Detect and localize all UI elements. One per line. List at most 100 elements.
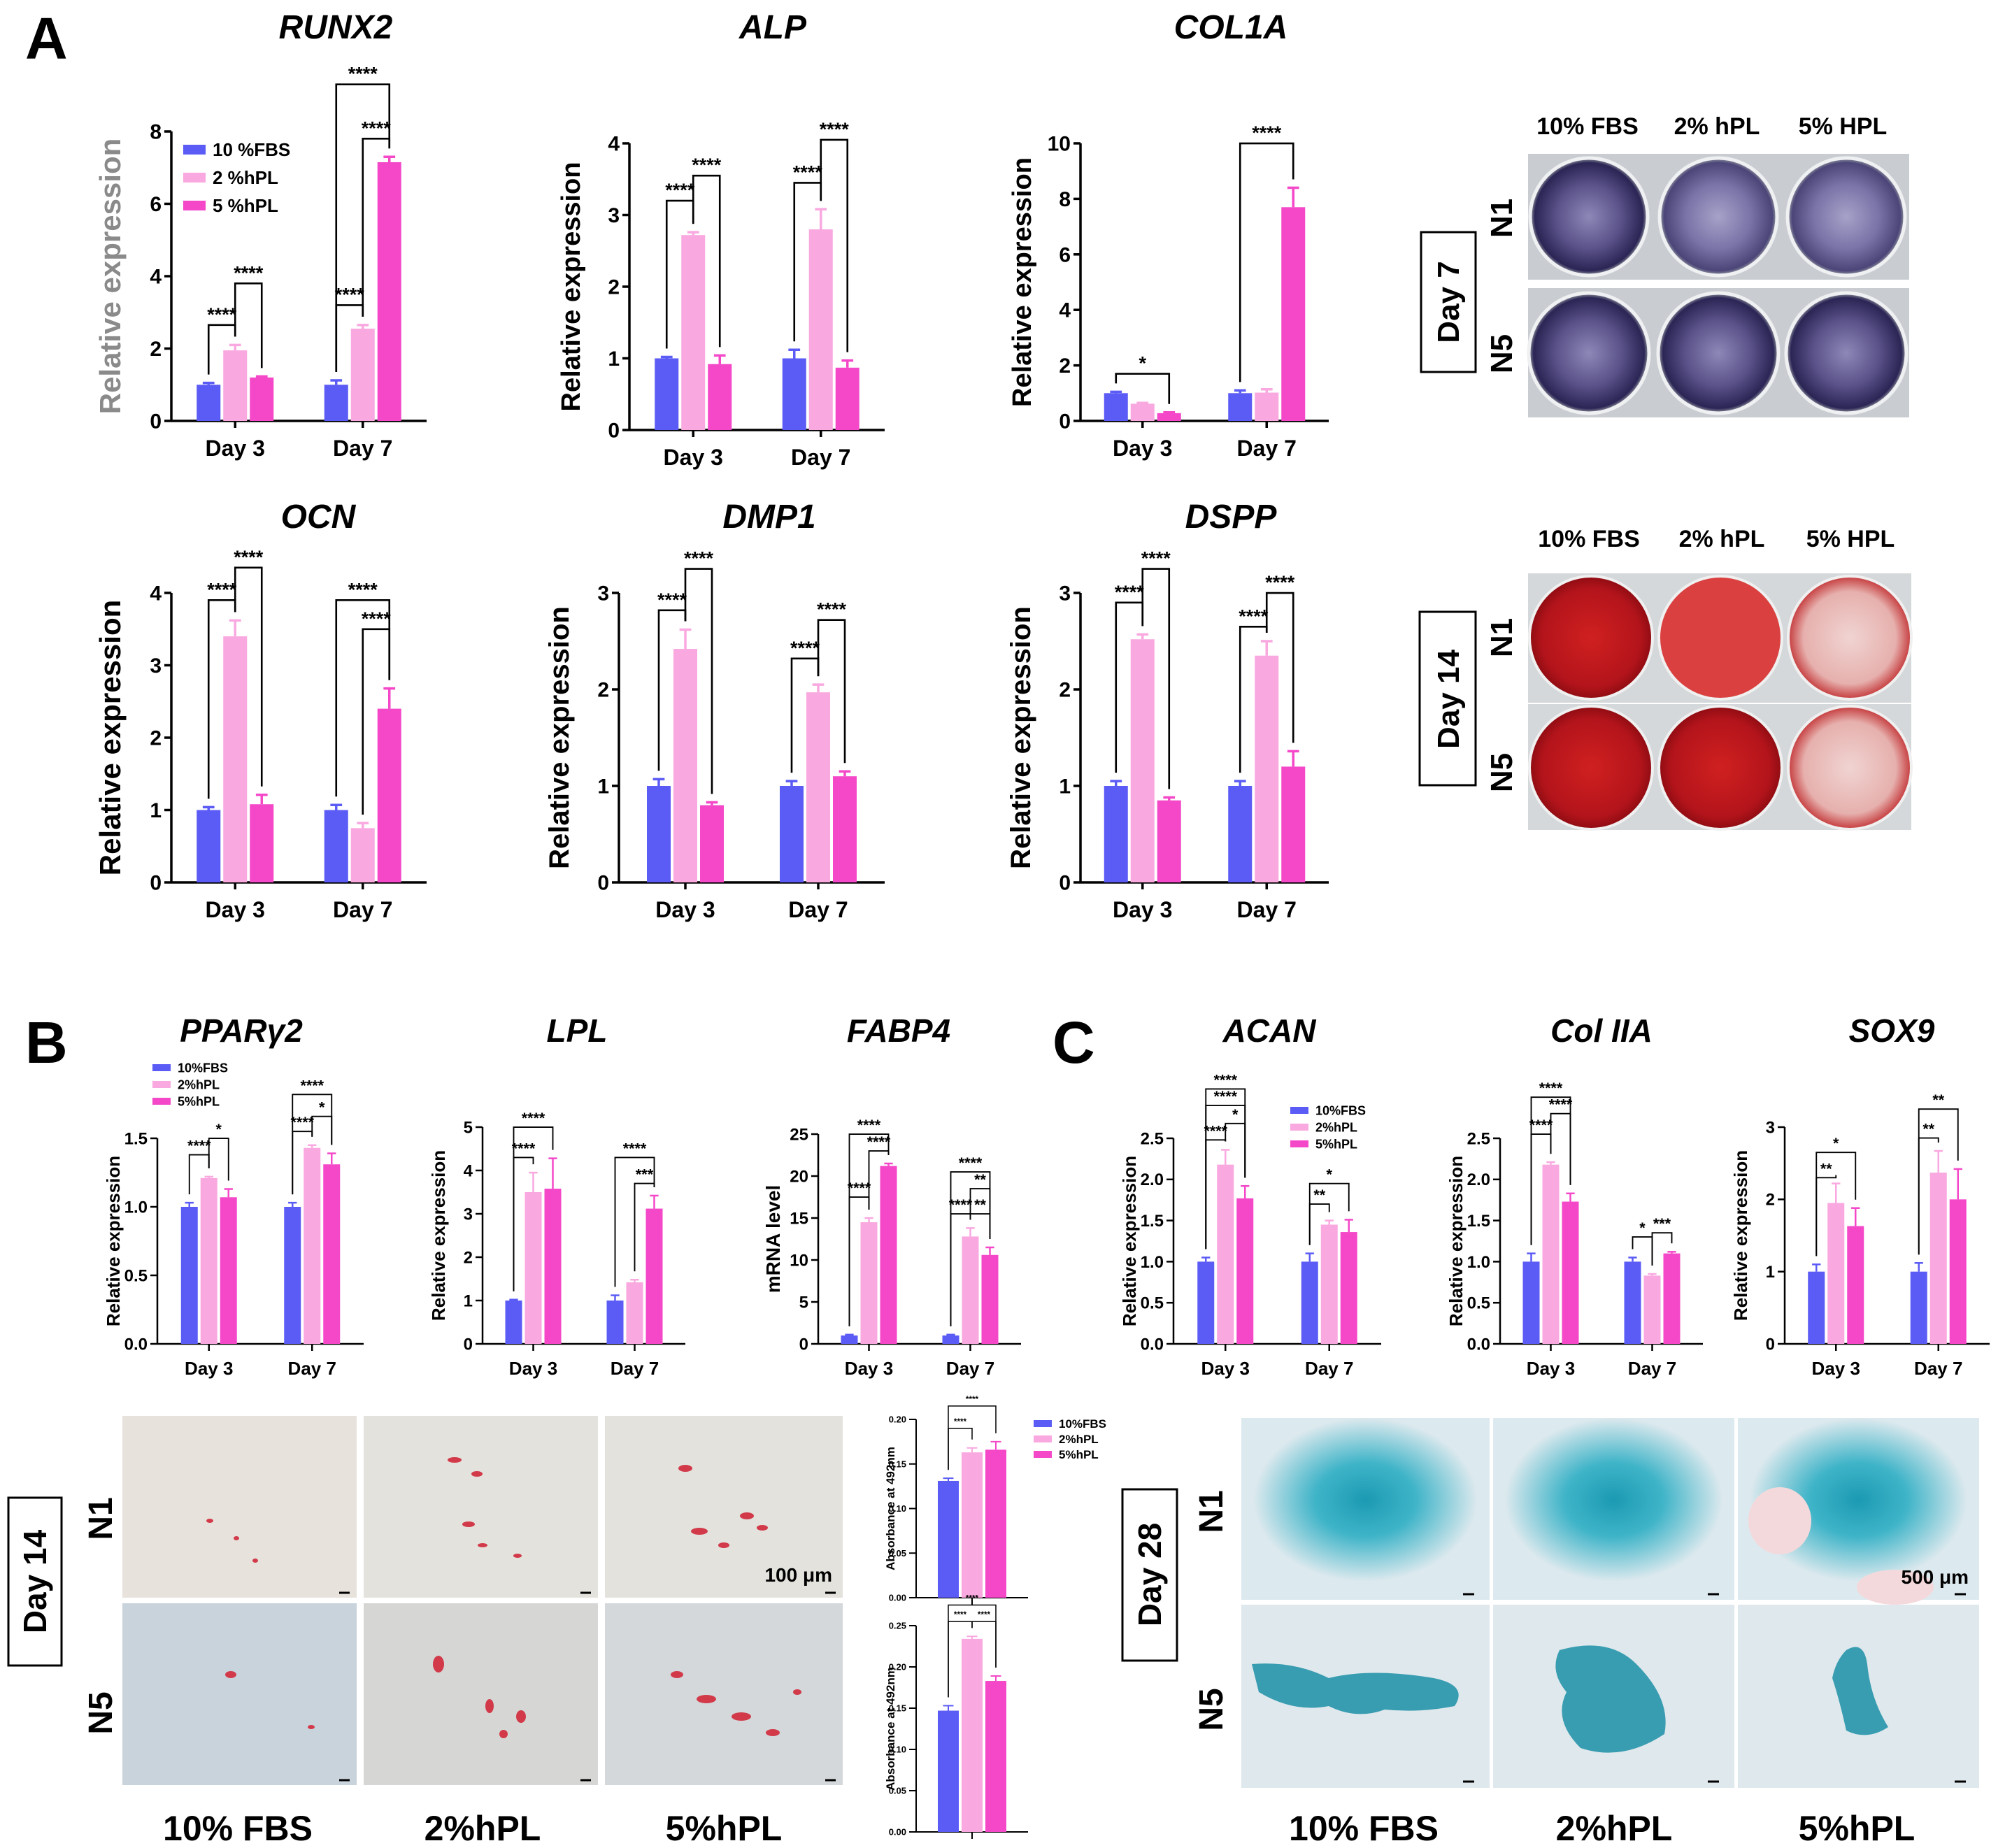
bar: [880, 1166, 897, 1344]
bar: [1104, 786, 1128, 882]
bar: [1522, 1261, 1540, 1344]
y-tick-label: 0.15: [889, 1703, 906, 1714]
y-tick-label: 0.0: [1141, 1335, 1164, 1354]
significance-label: ****: [684, 548, 714, 569]
row-label-n5: N5: [1485, 334, 1519, 373]
cartilage-stain: [1252, 1645, 1888, 1753]
row-label-n5: N5: [83, 1691, 120, 1734]
significance-bracket: [1632, 1236, 1653, 1266]
significance-label: ****: [207, 304, 237, 325]
day-label: Day 14: [17, 1529, 53, 1633]
x-tick-label: Day 3: [206, 897, 265, 922]
y-tick-label: 0.5: [1467, 1294, 1490, 1313]
significance-label: ****: [362, 117, 392, 138]
y-axis-label: Relative expression: [1008, 157, 1037, 407]
x-tick-label: Day 3: [664, 445, 723, 470]
chart-title: OCN: [281, 499, 357, 536]
oil-red-panel: Day 14 N1 N5 100 μm 10% FBS 2%hPL 5%hPL: [7, 1416, 843, 1848]
y-tick-label: 4: [608, 133, 620, 156]
y-axis-label: Relative expression: [94, 600, 127, 876]
bar: [1157, 800, 1181, 882]
legend-swatch: [1290, 1107, 1308, 1114]
bar: [606, 1301, 624, 1344]
alcian-col-label: 2%hPL: [1556, 1809, 1673, 1848]
legend-swatch: [183, 173, 206, 182]
micrograph: [605, 1416, 843, 1598]
significance-bracket: [817, 619, 846, 764]
bar: [962, 1638, 983, 1832]
significance-bracket: [1205, 1088, 1246, 1249]
y-tick-label: 0.5: [124, 1266, 148, 1285]
stained-well: [1785, 156, 1907, 278]
chart-abs-n1: 0.00 0.05 0.10 0.15 0.20 Absorbance at 492nm *…: [884, 1395, 1106, 1605]
bar: [1624, 1261, 1641, 1344]
x-tick-label: Day 3: [1201, 1358, 1250, 1379]
significance-bracket: [820, 138, 849, 352]
significance-label: ****: [1239, 606, 1269, 626]
bar: [1255, 655, 1279, 882]
y-tick-label: 0.20: [889, 1414, 906, 1425]
y-tick-label: 3: [597, 582, 609, 606]
x-tick-label: Day 7: [288, 1358, 336, 1379]
bar: [250, 377, 274, 421]
bar: [1228, 393, 1253, 421]
significance-label: ****: [665, 180, 695, 201]
significance-label: ****: [949, 1196, 973, 1213]
legend-label: 5%hPL: [1315, 1137, 1357, 1151]
significance-bracket: [234, 566, 263, 787]
significance-label: **: [974, 1196, 986, 1213]
y-tick-label: 2: [1059, 354, 1071, 378]
y-tick-label: 1.5: [1141, 1212, 1164, 1231]
significance-label: ****: [522, 1109, 545, 1126]
legend-label: 10%FBS: [178, 1061, 228, 1075]
y-tick-label: 4: [1059, 299, 1071, 322]
y-axis-label: mRNA level: [762, 1185, 784, 1294]
bar: [223, 636, 248, 882]
x-tick-label: Day 7: [946, 1358, 994, 1379]
bar: [655, 358, 679, 430]
bar: [1217, 1164, 1234, 1344]
x-tick-label: Day 3: [1113, 436, 1172, 461]
significance-label: ****: [959, 1154, 983, 1171]
blank-area: [1857, 1570, 1934, 1605]
day-label: Day 7: [1432, 261, 1466, 343]
alcian-col-label: 5%hPL: [1799, 1809, 1915, 1848]
chart-abs-n5: 0.00 0.05 0.10 0.15 0.20 0.25 Absorbance at 49…: [884, 1594, 1028, 1839]
y-tick-label: 5: [464, 1118, 473, 1137]
ars-col-label: 10% FBS: [1538, 526, 1640, 552]
x-tick-label: Day 3: [509, 1358, 557, 1379]
significance-bracket: [1651, 1232, 1673, 1266]
legend-label: 2%hPL: [1059, 1433, 1099, 1446]
day-label-box: [7, 1496, 63, 1667]
oil-col-label: 10% FBS: [163, 1809, 313, 1848]
x-tick-label: Day 7: [1305, 1358, 1353, 1379]
chart-title: ALP: [739, 9, 807, 46]
bar: [324, 810, 348, 882]
bar: [200, 1177, 217, 1344]
bar: [1663, 1253, 1681, 1344]
chart-runx2: 0 2 4 6 8 Day 3 Day 7 Relative expression RUNX2 *…: [94, 9, 427, 461]
bar: [782, 358, 806, 430]
bar: [1808, 1271, 1825, 1344]
legend-swatch: [1034, 1451, 1052, 1458]
significance-label: ****: [954, 1417, 967, 1426]
stained-well: [1657, 156, 1779, 278]
stained-well: [1656, 291, 1781, 415]
ars-col-label: 2% hPL: [1679, 526, 1765, 552]
scale-bars: [1463, 1593, 1966, 1783]
significance-label: ****: [1213, 1070, 1237, 1088]
legend-swatch: [152, 1064, 171, 1071]
bar: [1929, 1173, 1947, 1344]
significance-label: ****: [207, 579, 237, 600]
bar: [833, 776, 857, 882]
legend-swatch: [152, 1098, 171, 1105]
bar: [981, 1254, 999, 1344]
stained-well: [1657, 705, 1783, 831]
y-tick-label: 0.05: [889, 1548, 906, 1559]
bar: [985, 1449, 1006, 1598]
micrograph: [1241, 1418, 1490, 1600]
bar: [841, 1335, 858, 1344]
stained-well: [1527, 291, 1651, 415]
micrograph: [122, 1603, 357, 1785]
significance-bracket: [950, 1171, 991, 1326]
